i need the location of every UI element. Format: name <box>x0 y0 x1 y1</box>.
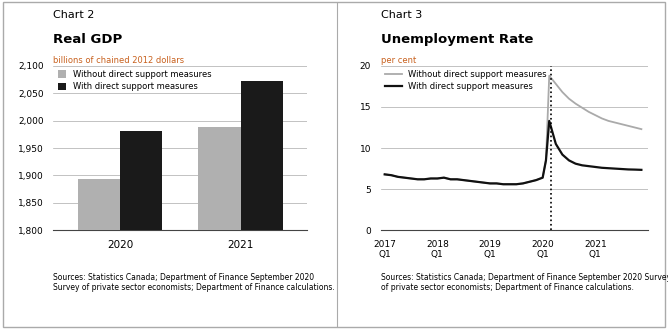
Legend: Without direct support measures, With direct support measures: Without direct support measures, With di… <box>57 70 211 91</box>
Text: per cent: per cent <box>381 56 416 65</box>
Bar <box>77 179 120 329</box>
Legend: Without direct support measures, With direct support measures: Without direct support measures, With di… <box>385 70 547 91</box>
Bar <box>198 127 240 329</box>
Text: Unemployment Rate: Unemployment Rate <box>381 33 533 46</box>
Text: Chart 2: Chart 2 <box>53 10 95 20</box>
Text: Chart 3: Chart 3 <box>381 10 422 20</box>
Text: Real GDP: Real GDP <box>53 33 123 46</box>
Bar <box>120 131 162 329</box>
Text: billions of chained 2012 dollars: billions of chained 2012 dollars <box>53 56 184 65</box>
Text: Sources: Statistics Canada; Department of Finance September 2020
Survey of priva: Sources: Statistics Canada; Department o… <box>53 273 335 292</box>
Bar <box>240 81 283 329</box>
Text: Sources: Statistics Canada; Department of Finance September 2020 Survey
of priva: Sources: Statistics Canada; Department o… <box>381 273 668 292</box>
